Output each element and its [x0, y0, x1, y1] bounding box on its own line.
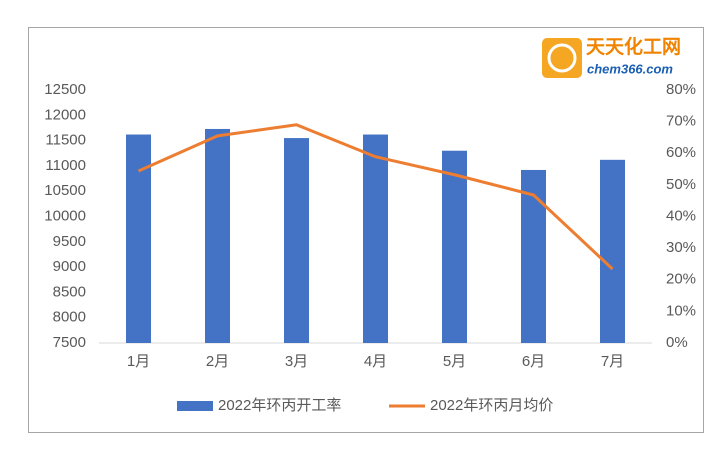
- legend-label: 2022年环丙月均价: [430, 397, 553, 414]
- x-tick-label: 5月: [443, 353, 466, 370]
- y-tick-label: 8000: [53, 309, 86, 326]
- y-tick-label: 11000: [45, 157, 86, 174]
- y2-tick-label: 60%: [666, 144, 696, 161]
- y-tick-label: 11500: [45, 132, 86, 149]
- y2-tick-label: 0%: [666, 334, 688, 351]
- y-tick-label: 10000: [44, 207, 86, 224]
- x-tick-label: 2月: [206, 353, 229, 370]
- y2-tick-label: 40%: [666, 207, 696, 224]
- x-tick-label: 6月: [522, 353, 545, 370]
- bar: [126, 134, 151, 343]
- bar: [442, 150, 467, 343]
- x-tick-label: 4月: [364, 353, 387, 370]
- logo-ring: [547, 43, 577, 73]
- y-tick-label: 10500: [44, 182, 86, 199]
- x-tick-label: 3月: [285, 353, 308, 370]
- y2-tick-label: 20%: [666, 271, 696, 288]
- y-tick-label: 7500: [53, 334, 86, 351]
- x-tick-label: 7月: [601, 353, 624, 370]
- y-tick-label: 12000: [44, 106, 86, 123]
- bar: [600, 159, 625, 343]
- y2-tick-label: 70%: [666, 113, 696, 130]
- y2-tick-label: 30%: [666, 239, 696, 256]
- bar: [284, 138, 309, 343]
- logo: 天天化工网 chem366.com: [542, 35, 681, 78]
- legend-swatch: [177, 401, 213, 411]
- logo-title: 天天化工网: [586, 35, 681, 58]
- y2-tick-label: 50%: [666, 176, 696, 193]
- logo-url: chem366.com: [587, 61, 673, 76]
- bar: [363, 134, 388, 343]
- x-tick-label: 1月: [127, 353, 150, 370]
- y-tick-label: 8500: [53, 283, 86, 300]
- bar: [521, 169, 546, 343]
- y-tick-label: 12500: [44, 81, 86, 98]
- y-tick-label: 9000: [53, 258, 86, 275]
- y-tick-label: 9500: [53, 233, 86, 250]
- y2-tick-label: 10%: [666, 302, 696, 319]
- y2-tick-label: 80%: [666, 81, 696, 98]
- bar: [205, 128, 230, 343]
- line: [137, 123, 614, 271]
- legend-label: 2022年环丙开工率: [218, 397, 341, 414]
